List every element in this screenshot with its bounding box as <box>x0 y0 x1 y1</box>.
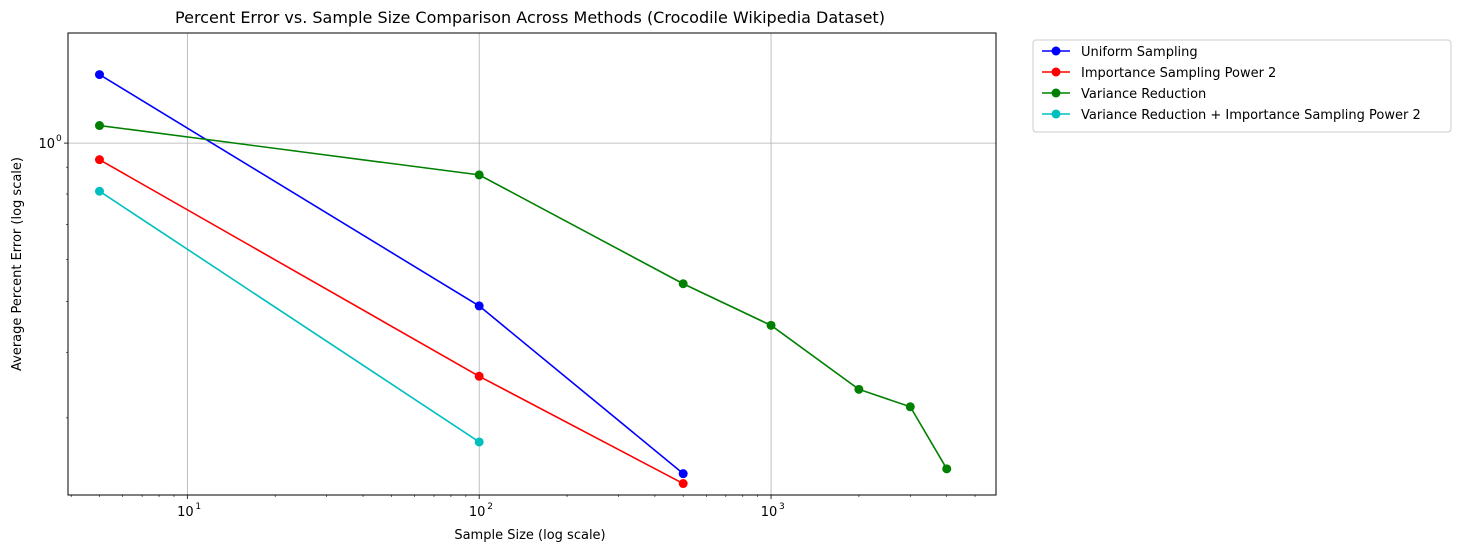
series-3-point <box>854 384 864 394</box>
series-2-point <box>678 479 688 489</box>
series-layer <box>94 70 952 489</box>
x-axis-label: Sample Size (log scale) <box>454 528 605 543</box>
series-1-point <box>94 70 104 80</box>
legend-label-3: Variance Reduction <box>1081 87 1206 102</box>
chart-title: Percent Error vs. Sample Size Comparison… <box>175 8 885 27</box>
y-tick-label: 10 <box>38 137 55 152</box>
legend-label-4: Variance Reduction + Importance Sampling… <box>1081 108 1421 123</box>
series-2-point <box>474 371 484 381</box>
series-3-point <box>474 170 484 180</box>
x-tick-label-exponent: 2 <box>487 502 493 512</box>
legend-marker-4 <box>1051 109 1061 119</box>
x-tick-label-exponent: 3 <box>779 502 785 512</box>
legend-label-2: Importance Sampling Power 2 <box>1081 66 1276 81</box>
series-4-point <box>94 186 104 196</box>
grid-layer <box>68 33 996 495</box>
x-tick-label-exponent: 1 <box>195 502 201 512</box>
legend-label-1: Uniform Sampling <box>1081 45 1198 60</box>
series-1-point <box>678 469 688 479</box>
plot-frame <box>67 32 997 496</box>
series-3-point <box>678 279 688 289</box>
y-tick-label-exponent: 0 <box>56 134 62 144</box>
x-tick-label: 10 <box>761 505 778 520</box>
series-3-point <box>942 464 952 474</box>
x-tick-label: 10 <box>469 505 486 520</box>
legend-marker-2 <box>1051 67 1061 77</box>
series-3-point <box>94 121 104 131</box>
major-ticks-layer: 10 1 10 2 10 310 0 <box>38 134 784 520</box>
legend-box <box>1032 39 1452 133</box>
series-3-point <box>905 402 915 412</box>
legend: Uniform Sampling Importance Sampling Powe… <box>1032 39 1452 133</box>
series-4-point <box>474 437 484 447</box>
series-2-point <box>94 155 104 165</box>
y-axis-label: Average Percent Error (log scale) <box>10 157 25 371</box>
legend-marker-1 <box>1051 46 1061 56</box>
series-3-point <box>766 320 776 330</box>
legend-marker-3 <box>1051 88 1061 98</box>
series-line-4 <box>99 190 480 443</box>
x-tick-label: 10 <box>177 505 194 520</box>
series-1-point <box>474 301 484 311</box>
